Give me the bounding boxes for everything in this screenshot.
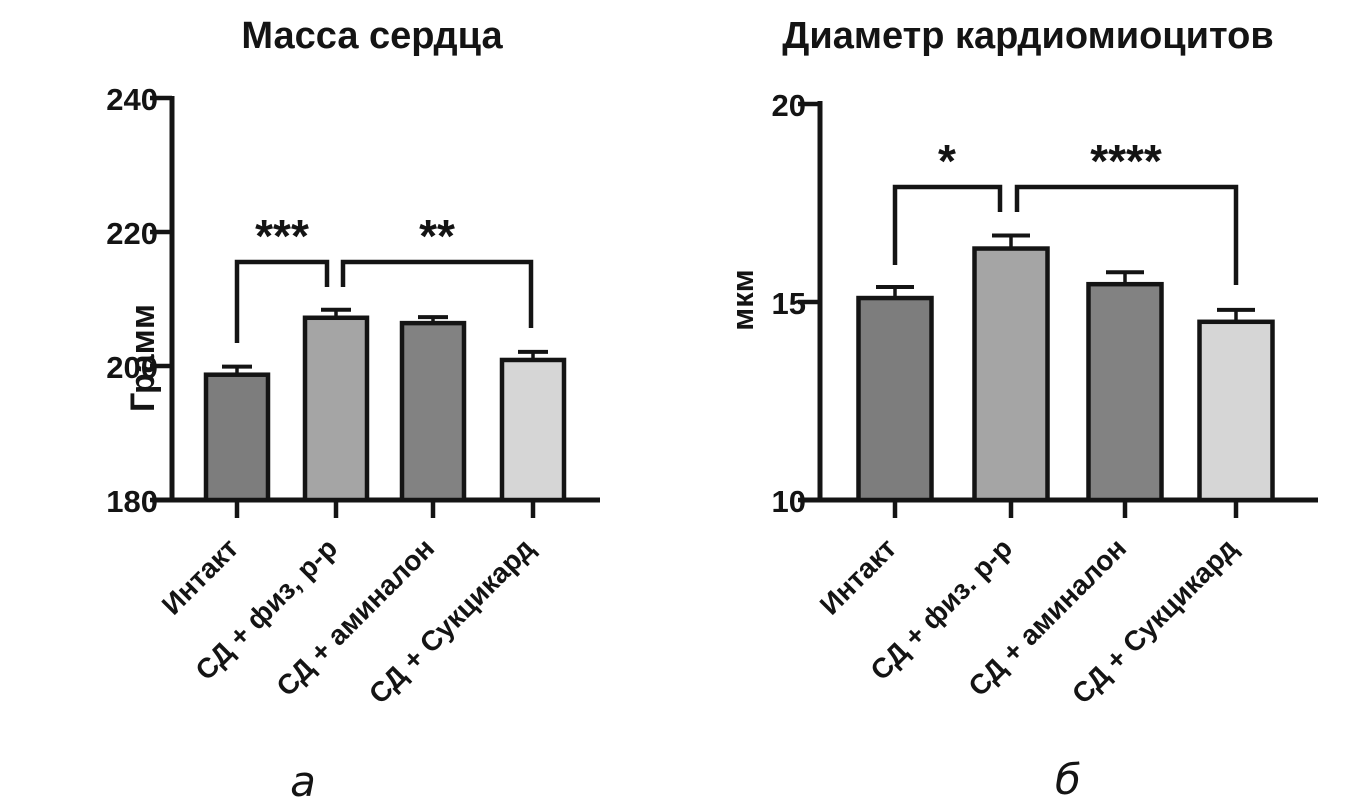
- significance-label: ***: [255, 210, 309, 262]
- chart-a-y-axis-label: Грамм: [124, 304, 162, 412]
- chart-a-ytick-240: 240: [106, 82, 158, 117]
- bar: [1086, 281, 1164, 503]
- chart-a-plot-area: *** **: [150, 95, 600, 518]
- bar: [972, 246, 1050, 503]
- chart-a-category-intact: Интакт: [156, 532, 244, 620]
- significance-label: *: [938, 135, 956, 187]
- chart-b-plot-area: * ****: [798, 101, 1318, 518]
- significance-bracket: [1014, 184, 1239, 285]
- bar: [1197, 319, 1275, 503]
- chart-b-category-intact: Интакт: [814, 532, 902, 620]
- bar: [856, 295, 934, 503]
- significance-bracket: [340, 259, 534, 328]
- chart-b-y-axis-label: мкм: [725, 269, 760, 330]
- significance-bracket: [892, 184, 1003, 265]
- chart-b-title: Диаметр кардиомиоцитов: [782, 15, 1273, 57]
- chart-a-ytick-220: 220: [106, 216, 158, 251]
- significance-label: **: [419, 210, 455, 262]
- bar: [203, 372, 271, 503]
- significance-bracket: [234, 259, 330, 343]
- bar: [399, 320, 467, 503]
- panel-label-b: б: [1055, 755, 1081, 804]
- bar: [499, 357, 567, 503]
- bar: [302, 315, 370, 503]
- chart-a-ytick-180: 180: [106, 484, 158, 519]
- chart-a-ytick-200: 200: [106, 350, 158, 385]
- panel-label-a: а: [290, 757, 316, 806]
- chart-a-category-sd-succicard: СД + Сукцикард: [363, 532, 540, 709]
- chart-a-title: Масса сердца: [241, 15, 503, 57]
- significance-label: ****: [1090, 135, 1162, 187]
